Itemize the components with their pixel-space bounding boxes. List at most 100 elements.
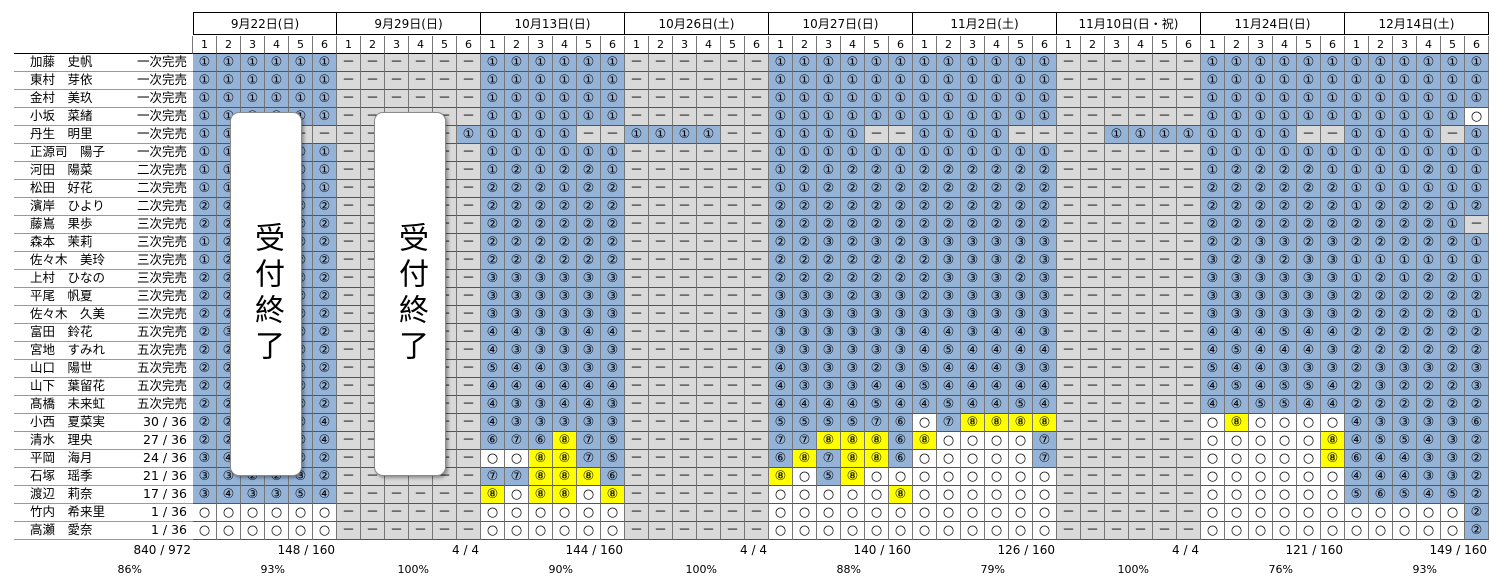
slot-cell: ① bbox=[217, 72, 241, 90]
slot-cell: ② bbox=[529, 252, 553, 270]
slot-cell: － bbox=[1105, 162, 1129, 180]
slot-cell: ② bbox=[1441, 324, 1465, 342]
slot-cell: ② bbox=[1465, 198, 1489, 216]
slot-cell: ○ bbox=[553, 522, 577, 540]
slot-number: 5 bbox=[577, 36, 601, 54]
slot-cell: ③ bbox=[577, 342, 601, 360]
slot-cell: － bbox=[361, 54, 385, 72]
slot-cell: ① bbox=[1273, 126, 1297, 144]
slot-cell: － bbox=[433, 504, 457, 522]
slot-cell: － bbox=[337, 54, 361, 72]
slot-cell: ③ bbox=[1273, 234, 1297, 252]
slot-cell: ① bbox=[769, 180, 793, 198]
slot-cell: ③ bbox=[1273, 288, 1297, 306]
slot-cell: ⑧ bbox=[961, 414, 985, 432]
slot-cell: － bbox=[1177, 522, 1201, 540]
slot-cell: ④ bbox=[1201, 396, 1225, 414]
slot-cell: － bbox=[697, 432, 721, 450]
slot-cell: － bbox=[721, 396, 745, 414]
slot-cell: － bbox=[721, 270, 745, 288]
slot-cell: － bbox=[1129, 234, 1153, 252]
slot-cell: ① bbox=[937, 144, 961, 162]
slot-cell: ④ bbox=[817, 396, 841, 414]
member-name: 佐々木 美玲 bbox=[14, 252, 114, 270]
slot-cell: ③ bbox=[1225, 306, 1249, 324]
slot-cell: ③ bbox=[553, 288, 577, 306]
slot-cell: － bbox=[697, 306, 721, 324]
slot-cell: － bbox=[1057, 288, 1081, 306]
slot-cell: ○ bbox=[937, 432, 961, 450]
slot-cell: ○ bbox=[841, 504, 865, 522]
slot-cell: － bbox=[1153, 54, 1177, 72]
slot-cell: － bbox=[649, 378, 673, 396]
slot-cell: － bbox=[337, 162, 361, 180]
slot-cell: ① bbox=[601, 162, 625, 180]
slot-cell: － bbox=[1153, 504, 1177, 522]
slot-cell: － bbox=[649, 108, 673, 126]
slot-cell: ④ bbox=[601, 324, 625, 342]
slot-cell: ① bbox=[505, 126, 529, 144]
slot-cell: － bbox=[649, 288, 673, 306]
slot-cell: ① bbox=[553, 180, 577, 198]
slot-cell: ① bbox=[673, 126, 697, 144]
slot-cell: ○ bbox=[1465, 108, 1489, 126]
slot-cell: ② bbox=[1465, 288, 1489, 306]
slot-cell: － bbox=[649, 486, 673, 504]
slot-cell: － bbox=[1081, 522, 1105, 540]
slot-cell: － bbox=[1105, 198, 1129, 216]
slot-cell: ○ bbox=[1201, 504, 1225, 522]
slot-cell: ○ bbox=[937, 504, 961, 522]
slot-cell: ⑤ bbox=[817, 414, 841, 432]
slot-cell: ⑧ bbox=[577, 468, 601, 486]
slot-cell: ① bbox=[1441, 144, 1465, 162]
slot-cell: － bbox=[745, 432, 769, 450]
slot-cell: ③ bbox=[817, 342, 841, 360]
slot-cell: ③ bbox=[889, 342, 913, 360]
slot-cell: － bbox=[697, 522, 721, 540]
slot-cell: ① bbox=[817, 54, 841, 72]
slot-number: 3 bbox=[1249, 36, 1273, 54]
date-percent: 76% bbox=[1268, 562, 1293, 576]
slot-cell: － bbox=[1081, 90, 1105, 108]
slot-cell: ② bbox=[1465, 522, 1489, 540]
slot-cell: ○ bbox=[265, 522, 289, 540]
slot-cell: ③ bbox=[553, 342, 577, 360]
slot-cell: ② bbox=[577, 216, 601, 234]
slot-cell: － bbox=[1129, 378, 1153, 396]
slot-cell: ① bbox=[1465, 180, 1489, 198]
slot-number: 1 bbox=[481, 36, 505, 54]
slot-cell: － bbox=[745, 108, 769, 126]
slot-cell: ② bbox=[793, 270, 817, 288]
slot-cell: － bbox=[649, 72, 673, 90]
slot-cell: ③ bbox=[1249, 234, 1273, 252]
slot-cell: ① bbox=[889, 162, 913, 180]
slot-cell: ① bbox=[1345, 144, 1369, 162]
slot-cell: ○ bbox=[961, 486, 985, 504]
slot-cell: ① bbox=[1441, 180, 1465, 198]
slot-cell: ① bbox=[193, 234, 217, 252]
slot-cell: ④ bbox=[481, 342, 505, 360]
slot-cell: ② bbox=[1249, 180, 1273, 198]
slot-cell: ② bbox=[1345, 234, 1369, 252]
slot-cell: － bbox=[1057, 306, 1081, 324]
slot-cell: － bbox=[697, 360, 721, 378]
slot-cell: ① bbox=[1393, 180, 1417, 198]
slot-cell: － bbox=[745, 522, 769, 540]
slot-cell: ① bbox=[1201, 144, 1225, 162]
slot-cell: ① bbox=[937, 126, 961, 144]
slot-cell: － bbox=[1105, 216, 1129, 234]
slot-cell: － bbox=[1009, 126, 1033, 144]
slot-cell: ② bbox=[1369, 270, 1393, 288]
slot-cell: ② bbox=[1465, 468, 1489, 486]
slot-cell: ③ bbox=[1441, 414, 1465, 432]
slot-cell: － bbox=[673, 234, 697, 252]
slot-cell: － bbox=[649, 342, 673, 360]
slot-cell: ③ bbox=[841, 324, 865, 342]
slot-cell: ⑧ bbox=[841, 432, 865, 450]
slot-number: 2 bbox=[793, 36, 817, 54]
slot-cell: ⑦ bbox=[1033, 432, 1057, 450]
slot-cell: ② bbox=[1201, 234, 1225, 252]
slot-cell: ② bbox=[313, 234, 337, 252]
slot-cell: ② bbox=[313, 288, 337, 306]
slot-cell: ○ bbox=[793, 504, 817, 522]
